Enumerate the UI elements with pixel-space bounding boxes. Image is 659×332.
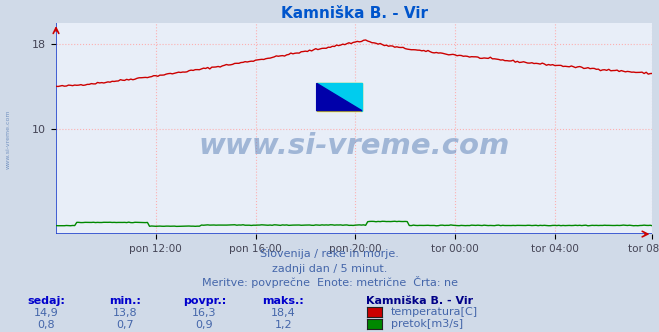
Text: maks.:: maks.: <box>262 296 304 306</box>
Text: 0,8: 0,8 <box>38 320 55 330</box>
Text: zadnji dan / 5 minut.: zadnji dan / 5 minut. <box>272 264 387 274</box>
Text: 14,9: 14,9 <box>34 308 59 318</box>
Text: Meritve: povprečne  Enote: metrične  Črta: ne: Meritve: povprečne Enote: metrične Črta:… <box>202 276 457 288</box>
Text: 0,7: 0,7 <box>117 320 134 330</box>
Text: pretok[m3/s]: pretok[m3/s] <box>391 319 463 329</box>
Text: www.si-vreme.com: www.si-vreme.com <box>198 131 510 159</box>
Text: 18,4: 18,4 <box>271 308 296 318</box>
Title: Kamniška B. - Vir: Kamniška B. - Vir <box>281 6 428 21</box>
Text: Kamniška B. - Vir: Kamniška B. - Vir <box>366 296 473 306</box>
Text: 1,2: 1,2 <box>275 320 292 330</box>
Text: min.:: min.: <box>109 296 141 306</box>
Text: 16,3: 16,3 <box>192 308 217 318</box>
Text: Slovenija / reke in morje.: Slovenija / reke in morje. <box>260 249 399 259</box>
Text: www.si-vreme.com: www.si-vreme.com <box>5 110 11 169</box>
Bar <box>316 83 362 111</box>
Text: povpr.:: povpr.: <box>183 296 226 306</box>
Polygon shape <box>316 83 362 111</box>
Text: 0,9: 0,9 <box>196 320 213 330</box>
Polygon shape <box>316 83 362 111</box>
Text: 13,8: 13,8 <box>113 308 138 318</box>
Text: temperatura[C]: temperatura[C] <box>391 307 478 317</box>
Text: sedaj:: sedaj: <box>27 296 65 306</box>
